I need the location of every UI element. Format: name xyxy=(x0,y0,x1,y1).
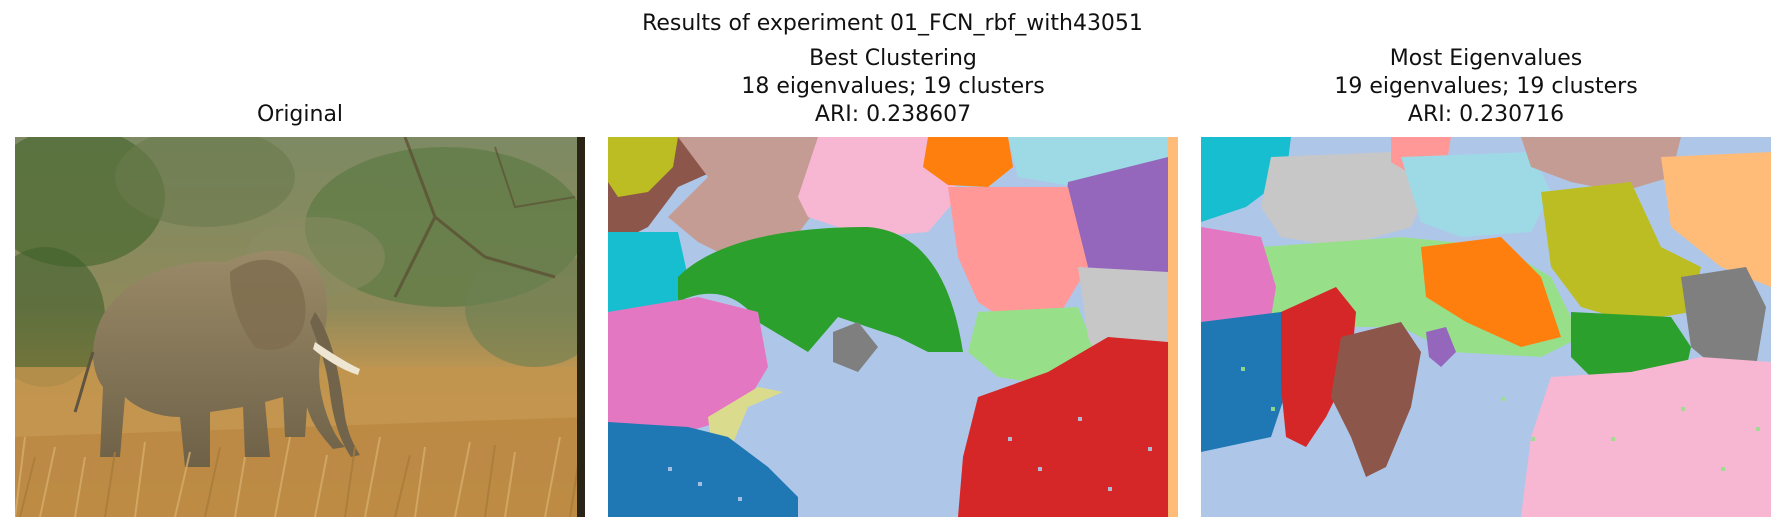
panel-best-clustering: Best Clustering 18 eigenvalues; 19 clust… xyxy=(608,0,1178,532)
figure-title: Results of experiment 01_FCN_rbf_with430… xyxy=(642,11,1143,36)
panel-original: Original xyxy=(15,0,585,532)
original-photo xyxy=(15,137,585,517)
panel-most-title-line1: Most Eigenvalues xyxy=(1389,46,1583,71)
most-eigenvalues-map xyxy=(1201,137,1771,517)
panel-original-title: Original xyxy=(256,102,344,127)
panel-most-title-line3: ARI: 0.230716 xyxy=(1407,102,1565,127)
most-eigenvalues-segmentation xyxy=(1201,137,1771,517)
panel-best-title-line2: 18 eigenvalues; 19 clusters xyxy=(741,74,1045,99)
panel-most-eigenvalues: Most Eigenvalues 19 eigenvalues; 19 clus… xyxy=(1201,0,1771,532)
best-clustering-segmentation xyxy=(608,137,1178,517)
panel-best-title-line3: ARI: 0.238607 xyxy=(814,102,972,127)
original-photo-image xyxy=(15,137,585,517)
best-clustering-map xyxy=(608,137,1178,517)
panel-best-title-line1: Best Clustering xyxy=(809,46,977,71)
panel-most-title-line2: 19 eigenvalues; 19 clusters xyxy=(1334,74,1638,99)
